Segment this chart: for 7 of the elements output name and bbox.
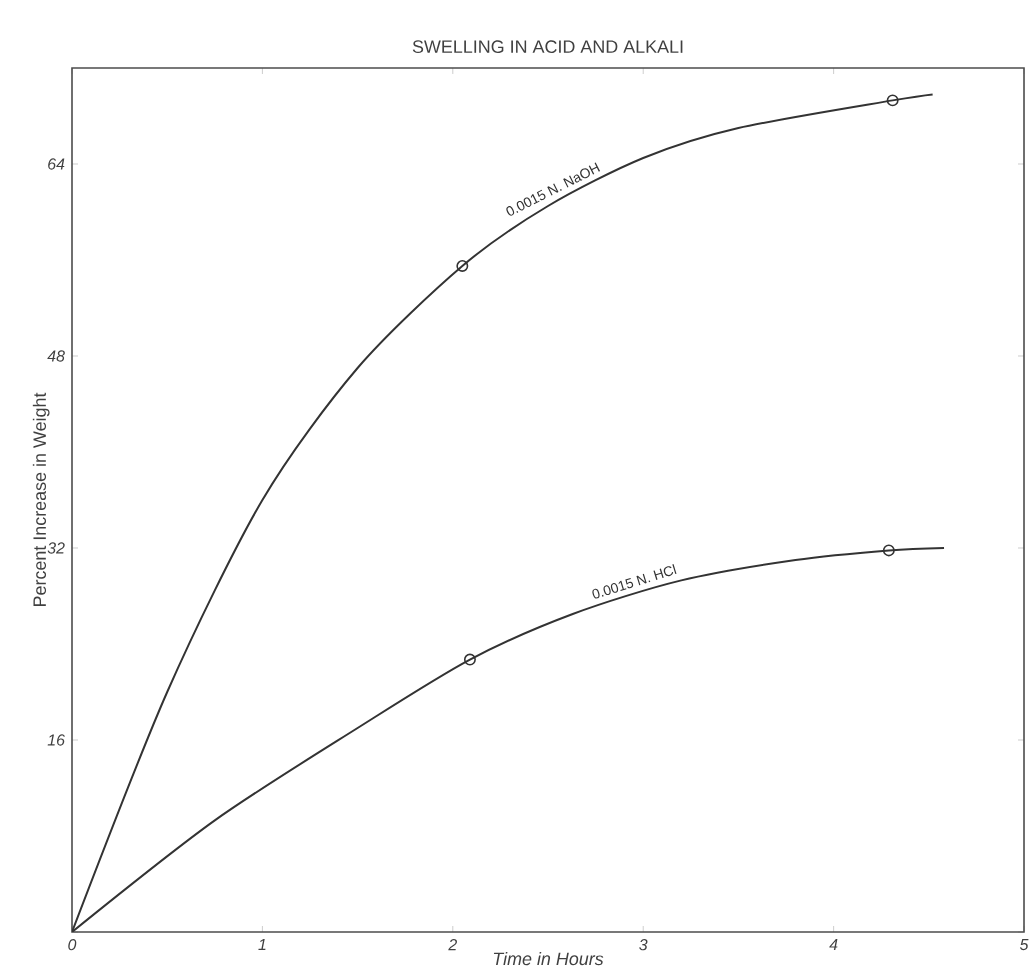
point <box>882 544 895 557</box>
x-axis-title: Time in Hours <box>493 952 604 966</box>
y-axis-title: Percent Increase in Weight <box>32 392 50 607</box>
point <box>463 653 476 666</box>
point <box>456 260 469 272</box>
point <box>886 94 899 107</box>
chart-title: SWELLING IN ACID AND ALKALI <box>412 40 683 54</box>
